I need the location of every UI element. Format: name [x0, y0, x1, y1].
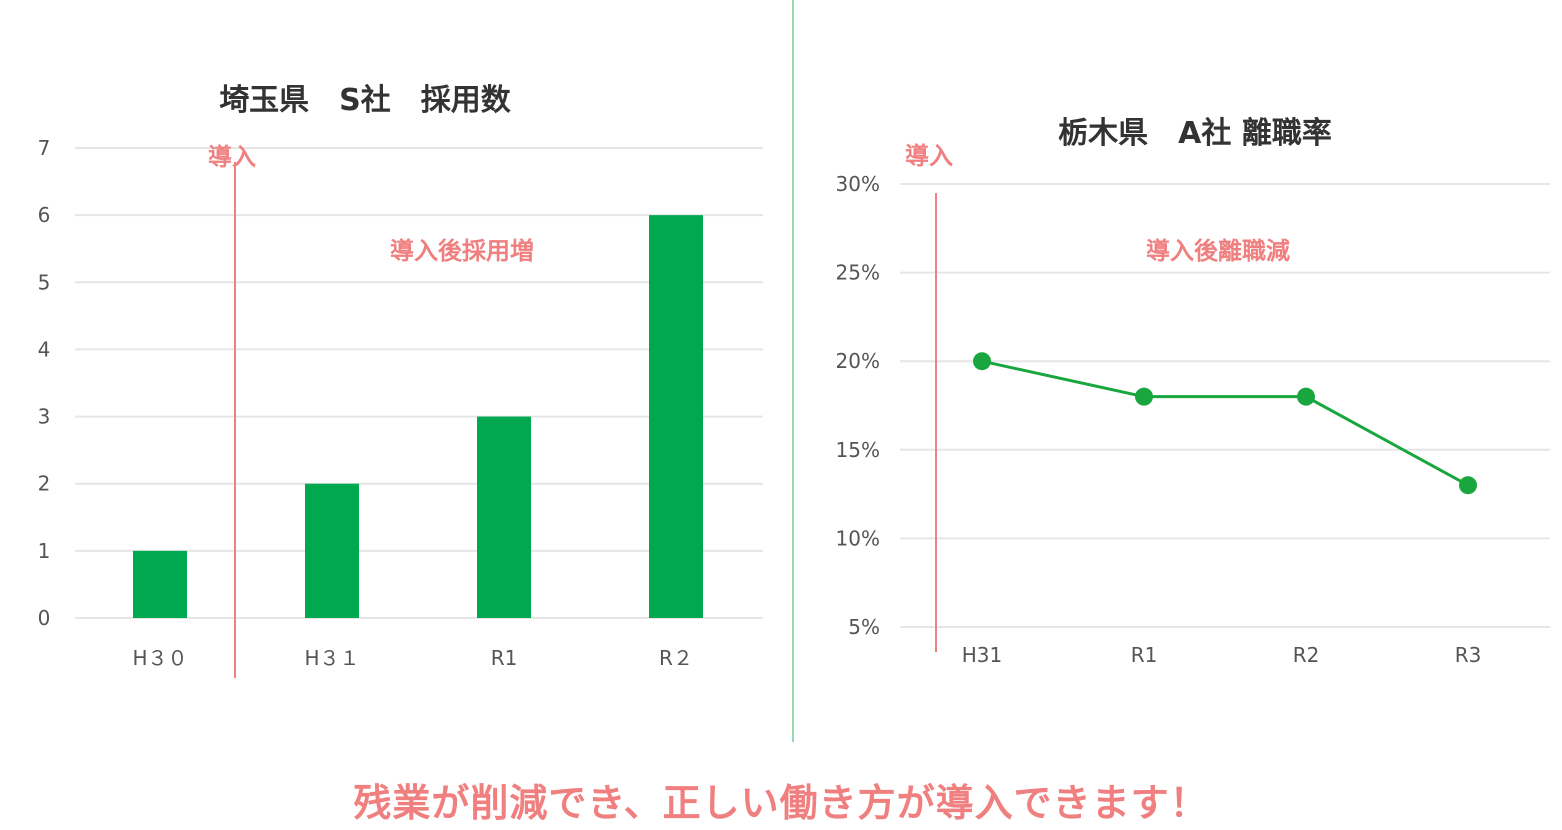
- bar-chart-title: 埼玉県 S社 採用数: [219, 83, 512, 118]
- bar-chart-x-axis: H３０ H３１ R1 R２: [132, 646, 692, 670]
- line-chart-annotation: 導入後離職減: [1146, 237, 1290, 265]
- line-chart-y-tick-label: 25%: [836, 261, 880, 285]
- line-chart-x-tick-label: H31: [962, 643, 1003, 667]
- footer-message: 残業が削減でき、正しい働き方が導入できます！: [353, 781, 1209, 825]
- bar-chart-bars: [133, 215, 703, 618]
- line-chart-x-axis: H31 R1 R2 R3: [962, 643, 1482, 667]
- line-chart-y-tick-label: 5%: [848, 615, 880, 639]
- line-chart-x-tick-label: R3: [1455, 643, 1482, 667]
- line-chart-x-tick-label: R2: [1293, 643, 1320, 667]
- bar-chart-y-tick-label: 1: [38, 539, 51, 563]
- bar-chart-intro-label: 導入: [208, 143, 256, 171]
- bar-chart-gridlines: [75, 147, 763, 619]
- line-chart-gridlines: [900, 183, 1550, 628]
- bar-chart-bar: [477, 416, 531, 618]
- line-chart-intro-label: 導入: [905, 142, 953, 170]
- bar-chart-y-tick-label: 7: [38, 136, 51, 160]
- line-chart-point: [1135, 387, 1153, 406]
- bar-chart-y-axis: 0 1 2 3 4 5 6 7: [38, 136, 51, 630]
- bar-chart-bar: [133, 550, 187, 618]
- bar-chart-y-tick-label: 0: [38, 606, 51, 630]
- turnover-line-chart: 栃木県 A社 離職率 5% 10% 15% 20% 25% 30% H31 R1 R2 R3 導…: [836, 116, 1550, 667]
- line-chart-series: [973, 352, 1477, 495]
- bar-chart-y-tick-label: 4: [38, 337, 51, 361]
- bar-chart-annotation: 導入後採用増: [390, 237, 534, 265]
- bar-chart-x-tick-label: H３１: [304, 646, 359, 670]
- line-chart-y-tick-label: 10%: [836, 526, 880, 550]
- bar-chart-x-tick-label: R1: [491, 646, 518, 670]
- line-chart-point: [1297, 387, 1315, 406]
- bar-chart-bar: [649, 215, 703, 618]
- line-chart-point: [973, 352, 991, 371]
- bar-chart-y-tick-label: 5: [38, 270, 51, 294]
- line-chart-y-tick-label: 20%: [836, 349, 880, 373]
- recruitment-bar-chart: 埼玉県 S社 採用数 0 1 2 3 4 5 6 7 H３０ H３１ R1 R２ 導入 導入後採用増: [38, 83, 763, 678]
- bar-chart-y-tick-label: 2: [38, 472, 51, 496]
- bar-chart-x-tick-label: R２: [659, 646, 693, 670]
- line-chart-y-tick-label: 15%: [836, 438, 880, 462]
- line-chart-title: 栃木県 A社 離職率: [1058, 116, 1332, 151]
- bar-chart-y-tick-label: 6: [38, 203, 51, 227]
- line-chart-y-tick-label: 30%: [836, 172, 880, 196]
- line-chart-x-tick-label: R1: [1131, 643, 1158, 667]
- bar-chart-x-tick-label: H３０: [132, 646, 187, 670]
- bar-chart-y-tick-label: 3: [38, 405, 51, 429]
- line-chart-series-line: [981, 359, 1469, 487]
- line-chart-y-axis: 5% 10% 15% 20% 25% 30%: [836, 172, 880, 639]
- bar-chart-bar: [305, 483, 359, 618]
- line-chart-point: [1459, 476, 1477, 495]
